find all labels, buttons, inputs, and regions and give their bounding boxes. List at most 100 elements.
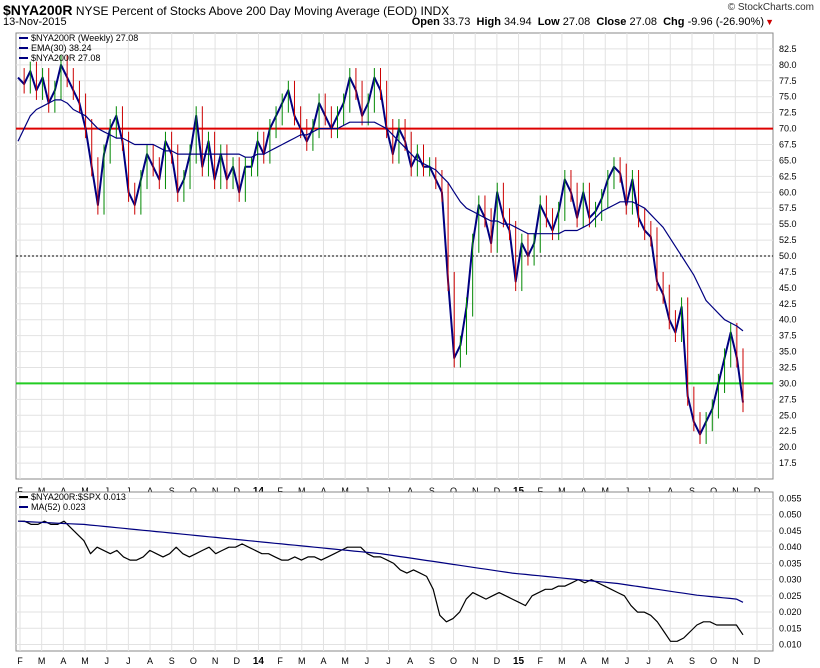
ratio-x-tick-label: D [494,656,501,666]
close-value: 27.08 [629,16,657,28]
price-legend-label: $NYA200R 27.08 [31,53,100,63]
price-y-tick-label: 25.0 [779,410,797,420]
ratio-x-tick-label: S [689,656,695,666]
ratio-y-tick-label: 0.030 [779,575,802,585]
ratio-x-tick-label: M [341,656,349,666]
price-x-tick-label: M [38,486,46,496]
price-y-tick-label: 67.5 [779,140,797,150]
chart-date: 13-Nov-2015 [3,16,67,28]
ratio-x-tick-label: N [472,656,479,666]
ratio-x-tick-label: F [277,656,283,666]
ratio-x-tick-label: O [450,656,457,666]
price-y-tick-label: 45.0 [779,283,797,293]
ratio-x-tick-label: J [104,656,109,666]
price-legend-label: EMA(30) 38.24 [31,43,92,53]
ratio-x-tick-label: 15 [513,656,525,667]
ratio-x-tick-label: M [298,656,306,666]
ratio-y-tick-label: 0.040 [779,542,802,552]
price-y-tick-label: 40.0 [779,315,797,325]
price-y-tick-label: 65.0 [779,155,797,165]
exchange-label: INDX [420,4,450,18]
close-label: Close [596,16,627,28]
open-label: Open [411,16,440,28]
price-x-tick-label: J [126,486,131,496]
chart-title: $NYA200R NYSE Percent of Stocks Above 20… [3,2,449,18]
price-x-tick-label: D [754,486,761,496]
ratio-x-tick-label: A [147,656,153,666]
price-x-tick-label: F [277,486,283,496]
price-x-tick-label: N [732,486,739,496]
chg-label: Chg [663,16,685,28]
price-x-tick-label: M [81,486,89,496]
price-y-tick-label: 77.5 [779,76,797,86]
ratio-x-tick-label: A [667,656,673,666]
price-y-tick-label: 30.0 [779,378,797,388]
ratio-x-tick-label: A [581,656,587,666]
ratio-y-tick-label: 0.015 [779,623,802,633]
price-x-tick-label: A [667,486,673,496]
price-x-tick-label: F [17,486,23,496]
price-x-tick-label: J [104,486,109,496]
ratio-x-tick-label: S [169,656,175,666]
price-x-tick-label: N [212,486,219,496]
price-y-tick-label: 60.0 [779,187,797,197]
price-y-tick-label: 57.5 [779,203,797,213]
price-x-tick-label: J [646,486,651,496]
ratio-x-tick-label: D [234,656,241,666]
price-x-tick-label: M [558,486,566,496]
ohlc-readout: Open 33.73 High 34.94 Low 27.08 Close 27… [412,16,764,28]
ratio-x-tick-label: F [17,656,23,666]
price-x-tick-label: F [537,486,543,496]
high-label: High [476,16,501,28]
price-legend-label: $NYA200R (Weekly) 27.08 [31,33,138,43]
price-x-tick-label: A [60,486,66,496]
ratio-x-tick-label: M [81,656,89,666]
price-y-tick-label: 22.5 [779,426,797,436]
price-x-tick-label: O [190,486,197,496]
ratio-y-tick-label: 0.010 [779,640,802,650]
price-y-tick-label: 70.0 [779,124,797,134]
chg-down-arrow-icon: ▼ [765,17,774,27]
price-x-tick-label: M [602,486,610,496]
ratio-x-tick-label: F [537,656,543,666]
price-x-tick-label: J [386,486,391,496]
ratio-series-line-0 [18,520,744,642]
price-y-tick-label: 32.5 [779,363,797,373]
price-x-tick-label: D [494,486,501,496]
symbol-label: $NYA200R [3,2,73,18]
ratio-y-tick-label: 0.035 [779,558,802,568]
price-y-tick-label: 47.5 [779,267,797,277]
price-x-tick-label: S [169,486,175,496]
price-y-tick-label: 17.5 [779,458,797,468]
chg-value: -9.96 (-26.90%) [687,16,764,28]
price-x-tick-label: A [320,486,326,496]
price-y-tick-label: 82.5 [779,44,797,54]
price-x-tick-label: M [341,486,349,496]
ratio-x-tick-label: J [365,656,370,666]
price-x-tick-label: A [581,486,587,496]
ratio-x-tick-label: A [320,656,326,666]
ratio-x-tick-label: J [126,656,131,666]
price-x-tick-label: A [407,486,413,496]
price-y-tick-label: 42.5 [779,299,797,309]
low-value: 27.08 [562,16,591,28]
ratio-x-tick-label: M [38,656,46,666]
symbol-description: NYSE Percent of Stocks Above 200 Day Mov… [75,4,418,18]
price-x-tick-label: J [365,486,370,496]
price-y-tick-label: 55.0 [779,219,797,229]
price-y-tick-label: 72.5 [779,108,797,118]
low-label: Low [537,16,560,28]
ratio-x-tick-label: A [60,656,66,666]
price-x-tick-label: O [450,486,457,496]
ratio-y-tick-label: 0.055 [779,493,802,503]
price-series-line-1 [17,99,744,332]
ratio-legend-label: MA(52) 0.023 [31,502,86,512]
ratio-x-tick-label: A [407,656,413,666]
price-y-tick-label: 62.5 [779,171,797,181]
price-y-tick-label: 50.0 [779,251,797,261]
ratio-x-tick-label: N [212,656,219,666]
price-y-tick-label: 75.0 [779,92,797,102]
high-value: 34.94 [504,16,532,28]
ratio-x-tick-label: O [710,656,717,666]
